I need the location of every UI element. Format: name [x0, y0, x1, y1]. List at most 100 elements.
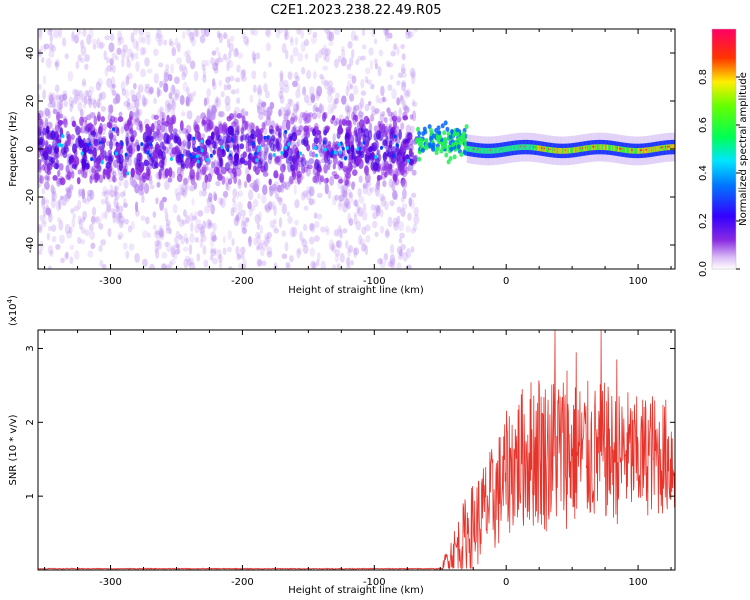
- spectrogram-cell: [184, 255, 190, 262]
- spectrogram-cell: [280, 163, 286, 173]
- spectrogram-cell: [264, 205, 271, 213]
- spectrogram-cell: [404, 104, 409, 111]
- spectrogram-cell: [327, 93, 334, 104]
- spectrogram-cell: [41, 187, 46, 195]
- spectrogram-cell: [66, 230, 72, 239]
- spectrogram-cell: [38, 249, 43, 256]
- spectrogram-cell: [647, 147, 649, 154]
- spectrogram-cell: [318, 102, 323, 114]
- spectrogram-cell: [412, 101, 418, 107]
- spectrogram-cell: [202, 245, 207, 256]
- spectrogram-cell: [240, 127, 245, 135]
- spectrogram-cell: [319, 175, 325, 183]
- spectrogram-cell: [224, 140, 229, 151]
- spectrogram-cell: [112, 134, 117, 142]
- spectrogram-cell: [553, 147, 555, 154]
- spectrogram-cell: [339, 163, 344, 169]
- spectrogram-cell: [62, 93, 68, 101]
- spectrogram-cell: [64, 139, 69, 150]
- spectrogram-cell: [40, 121, 46, 130]
- spectrogram-cell: [189, 168, 196, 180]
- spectrogram-cell: [345, 198, 350, 209]
- spectrogram-cell: [303, 205, 309, 211]
- spectrogram-cell: [163, 72, 169, 82]
- spectrogram-cell: [56, 180, 61, 187]
- spectrogram-cell: [62, 150, 68, 159]
- spectrogram-cell: [181, 71, 186, 81]
- spectrogram-cell: [559, 148, 562, 154]
- spectrogram-cell: [380, 196, 387, 207]
- spectrogram-cell: [410, 227, 416, 234]
- spectrogram-cell: [181, 219, 187, 225]
- spectrogram-cell: [59, 103, 63, 115]
- spectrogram-cell: [662, 144, 665, 151]
- spectrogram-cell: [330, 243, 335, 252]
- spectrogram-cell: [389, 257, 396, 269]
- spectrogram-cell: [401, 80, 407, 88]
- spectrogram-cell: [260, 105, 266, 115]
- spectrogram-cell: [192, 155, 196, 160]
- spectrogram-cell: [397, 72, 403, 79]
- spectrogram-cell: [50, 198, 56, 209]
- spectrogram-cell: [185, 99, 191, 107]
- spectrogram-cell: [155, 197, 159, 205]
- spectrogram-cell: [69, 103, 73, 113]
- spectrogram-cell: [396, 215, 401, 225]
- spectrogram-cell: [101, 263, 107, 269]
- spectrogram-cell: [369, 59, 374, 70]
- spectrogram-cell: [312, 31, 318, 38]
- spectrogram-cell: [259, 246, 265, 257]
- spectrogram-cell: [543, 146, 545, 152]
- spectrogram-cell: [78, 139, 85, 148]
- spectrogram-cell: [260, 150, 267, 159]
- spectrogram-cell: [127, 102, 131, 109]
- spectrogram-cell: [332, 141, 336, 150]
- spectrogram-cell: [84, 120, 88, 132]
- spectrogram-cell: [256, 148, 260, 153]
- spectrogram-cell: [54, 61, 59, 67]
- spectrogram-cell: [570, 147, 572, 154]
- spectrogram-cell: [312, 168, 318, 176]
- spectrogram-cell: [105, 161, 112, 170]
- spectrogram-cell: [167, 73, 173, 82]
- spectrogram-cell: [335, 117, 340, 125]
- spectrogram-cell: [413, 214, 420, 225]
- spectrogram-cell: [255, 158, 259, 163]
- spectrogram-cell: [291, 132, 298, 142]
- spectrogram-cell: [346, 175, 351, 181]
- spectrogram-cell: [384, 230, 390, 239]
- spectrogram-cell: [464, 124, 469, 130]
- spectrogram-cell: [308, 158, 315, 165]
- spectrogram-cell: [87, 122, 93, 128]
- spectrogram-cell: [129, 89, 136, 97]
- spectrogram-cell: [664, 144, 666, 151]
- spectrogram-cell: [109, 184, 114, 192]
- spectrogram-cell: [263, 143, 269, 154]
- spectrogram-cell: [106, 64, 113, 72]
- spectrogram-cell: [167, 177, 173, 183]
- spectrogram-cell: [63, 142, 68, 149]
- spectrogram-cell: [215, 47, 220, 54]
- spectrogram-cell: [222, 235, 226, 244]
- spectrogram-cell: [199, 34, 206, 44]
- spectrogram-cell: [544, 146, 547, 153]
- spectrogram-cell: [56, 138, 62, 145]
- spectrogram-cell: [390, 111, 395, 120]
- spectrogram-cell: [269, 220, 275, 228]
- spectrogram-cell: [51, 224, 57, 232]
- spectrogram-cell: [158, 224, 164, 236]
- spectrogram-cell: [214, 143, 218, 150]
- spectrogram-cell: [409, 31, 415, 38]
- spectrogram-cell: [284, 241, 289, 252]
- spectrogram-cell: [351, 48, 355, 59]
- spectrogram-cell: [217, 111, 224, 118]
- spectrogram-cell: [256, 104, 261, 114]
- spectrogram-cell: [110, 76, 116, 87]
- spectrogram-cell: [330, 107, 335, 114]
- spectrogram-cell: [486, 148, 488, 154]
- spectrogram-cell: [211, 235, 217, 242]
- spectrogram-cell: [355, 220, 361, 231]
- spectrogram-cell: [346, 256, 351, 268]
- spectrogram-cell: [129, 134, 135, 143]
- spectrogram-cell: [306, 100, 313, 107]
